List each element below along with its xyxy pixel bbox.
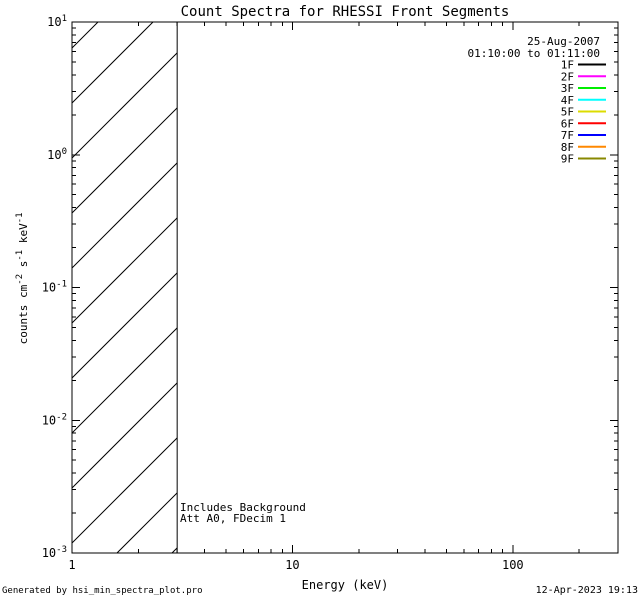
x-tick-label: 100 (502, 558, 524, 572)
y-tick-label: 100 (47, 147, 67, 162)
annotation-background: Includes Background (180, 501, 306, 514)
y-tick-exponent: -2 (56, 412, 67, 422)
legend-entry: 6F (561, 117, 606, 130)
legend-label: 3F (561, 82, 574, 95)
footer-timestamp: 12-Apr-2023 19:13 (536, 585, 638, 596)
hatch-line (71, 52, 178, 159)
hatch-line (71, 21, 99, 49)
y-axis-label-exp: -1 (15, 250, 25, 261)
plot-frame (71, 21, 619, 554)
y-tick-exponent: 1 (62, 14, 67, 24)
y-tick-base: 10 (47, 148, 61, 162)
hatch-line (71, 21, 154, 104)
legend-entry: 5F (561, 106, 606, 119)
legend-label: 4F (561, 94, 574, 107)
chart-title: Count Spectra for RHESSI Front Segments (181, 4, 510, 20)
y-axis-label-part: s (17, 261, 30, 274)
legend-label: 1F (561, 59, 574, 72)
y-tick-label: 10-3 (42, 545, 67, 560)
annotation-attenuator: Att A0, FDecim 1 (180, 512, 286, 525)
hatch-line (71, 162, 178, 269)
y-tick-base: 10 (42, 546, 56, 560)
legend-label: 7F (561, 129, 574, 142)
hatch-line (71, 327, 178, 434)
legend-label: 2F (561, 70, 574, 83)
chart-generated-layer: 1 10 10010110010-110-210-31F2F3F4F5F6F7F8F… (42, 14, 619, 572)
hatch-line (171, 547, 178, 554)
y-tick-label: 101 (47, 14, 67, 29)
legend-label: 9F (561, 153, 574, 166)
legend-entry: 1F (561, 59, 606, 72)
hatch-line (71, 272, 178, 379)
hatch-line (116, 492, 178, 554)
legend-label: 8F (561, 141, 574, 154)
y-axis-label-part: keV (17, 223, 30, 250)
x-axis-label: Energy (keV) (302, 578, 389, 592)
observation-date: 25-Aug-2007 (527, 35, 600, 48)
hatch-line (71, 217, 178, 324)
y-axis-label: counts cm-2 s-1 keV-1 (12, 179, 30, 390)
hatched-region (71, 21, 178, 554)
footer-generated-by: Generated by hsi_min_spectra_plot.pro (2, 586, 202, 596)
observation-interval: 01:10:00 to 01:11:00 (468, 47, 600, 60)
legend-label: 6F (561, 117, 574, 130)
hatch-line (71, 437, 178, 544)
y-tick-exponent: -1 (56, 280, 67, 290)
y-tick-label: 10-2 (42, 412, 67, 427)
x-tick-label: 10 (285, 558, 299, 572)
legend-entry: 9F (561, 153, 606, 166)
y-axis-label-exp: -2 (15, 274, 25, 285)
hatch-line (71, 382, 178, 489)
legend-entry: 2F (561, 70, 606, 83)
y-axis-label-part: counts cm (17, 284, 30, 344)
y-tick-exponent: -3 (56, 545, 67, 555)
y-axis-label-exp: -1 (15, 212, 25, 223)
x-tick-label: 1 (68, 558, 75, 572)
y-tick-label: 10-1 (42, 280, 67, 295)
legend-entry: 3F (561, 82, 606, 95)
y-tick-base: 10 (47, 15, 61, 29)
legend-label: 5F (561, 106, 574, 119)
legend-entry: 8F (561, 141, 606, 154)
legend-entry: 4F (561, 94, 606, 107)
y-tick-exponent: 0 (62, 147, 67, 157)
legend-entry: 7F (561, 129, 606, 142)
hatch-line (71, 107, 178, 214)
y-tick-base: 10 (42, 413, 56, 427)
y-tick-base: 10 (42, 281, 56, 295)
